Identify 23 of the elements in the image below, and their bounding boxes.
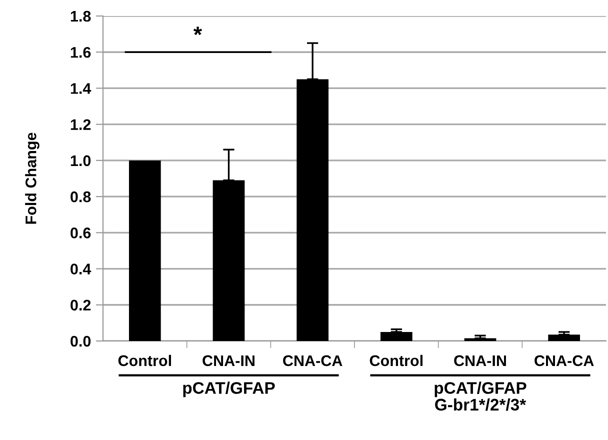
annotation: * (193, 26, 202, 36)
x-tick-label: Control (370, 354, 422, 366)
y-tick-label: 1.8 (70, 10, 91, 22)
y-tick-label: 0.2 (70, 300, 91, 311)
y-tick-label: 1.0 (70, 155, 91, 166)
x-tick-label: Control (118, 354, 171, 366)
y-tick-label: 1.6 (70, 46, 91, 58)
y-tick-label: 0.6 (70, 228, 91, 238)
y-tick-label: 0.8 (70, 191, 91, 202)
y-tick-label: 1.4 (70, 83, 92, 94)
x-tick-label: CNA-CA (283, 355, 342, 366)
y-axis-title: Fold Change (25, 132, 40, 224)
x-tick-label: CNA-IN (454, 355, 506, 366)
text: pCAT/GFAP (183, 382, 275, 398)
x-tick-label: CNA-IN (202, 355, 254, 366)
bar (548, 334, 580, 341)
y-tick-label: 1.2 (70, 119, 91, 130)
x-tick-label: CNA-CA (534, 355, 594, 366)
y-tick-label: 0.0 (70, 336, 91, 347)
y-tick-label: 0.4 (70, 264, 92, 274)
bar (128, 160, 161, 341)
bar (380, 332, 412, 341)
text: pCAT/GFAP G-br1*/2*/3* (434, 382, 526, 411)
